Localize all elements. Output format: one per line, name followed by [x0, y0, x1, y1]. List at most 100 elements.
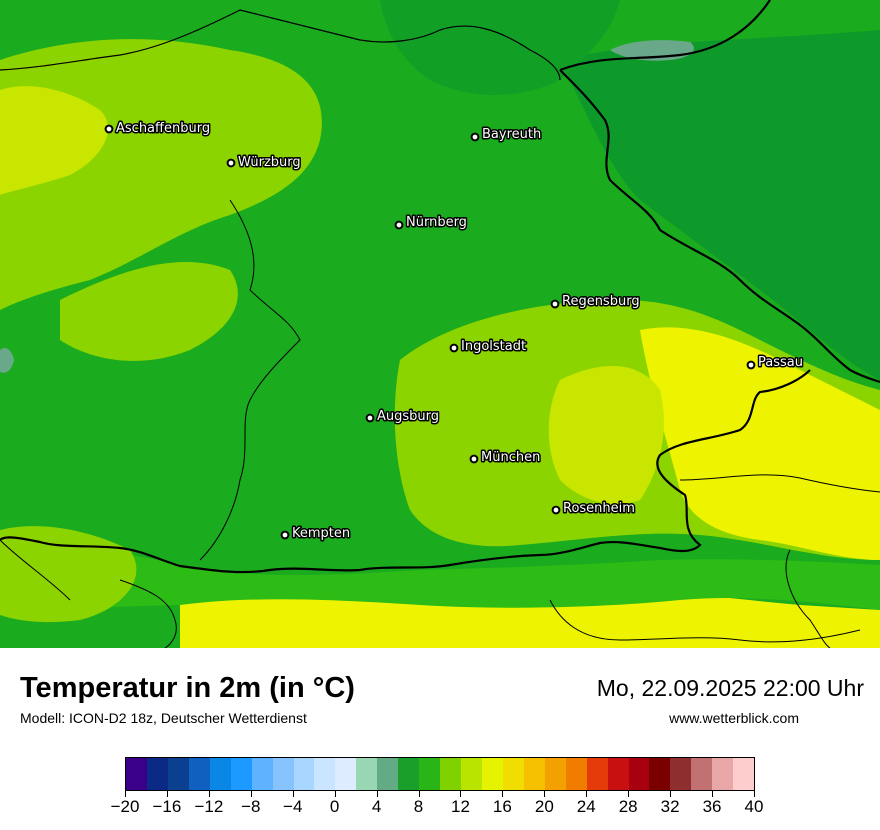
scale-tick [125, 791, 126, 797]
city-marker [469, 454, 479, 464]
scale-swatch [209, 758, 231, 790]
scale-tick [250, 791, 252, 797]
map-footer: Temperatur in 2m (in °C) Modell: ICON-D2… [0, 648, 880, 830]
scale-swatch [356, 758, 378, 790]
region-southwest-light [0, 526, 137, 623]
city-aschaffenburg: Aschaffenburg [104, 120, 212, 138]
city-passau: Passau [746, 354, 804, 372]
scale-tick [712, 791, 714, 797]
city-label: Bayreuth [482, 127, 541, 142]
city-marker [280, 530, 290, 540]
scale-tick-label: 36 [702, 797, 722, 816]
weather-map: Aschaffenburg Würzburg Bayreuth Nürnberg… [0, 0, 880, 648]
scale-tick [418, 791, 420, 797]
scale-tick-label: 28 [618, 797, 638, 816]
city-label: Aschaffenburg [116, 121, 210, 136]
city-marker [746, 360, 756, 370]
scale-swatch [502, 758, 524, 790]
scale-tick-label: 12 [450, 797, 470, 816]
scale-swatch [544, 758, 566, 790]
scale-tick [586, 791, 588, 797]
city-label: München [481, 450, 540, 465]
region-teal-west [0, 348, 14, 373]
scale-tick-label: 16 [492, 797, 512, 816]
city-marker [470, 132, 480, 142]
scale-swatch [481, 758, 503, 790]
scale-swatch [146, 758, 168, 790]
city-label: Kempten [292, 526, 350, 541]
scale-swatch [628, 758, 650, 790]
scale-swatch [565, 758, 587, 790]
scale-swatch [607, 758, 629, 790]
scale-swatch [377, 758, 399, 790]
scale-swatch [293, 758, 315, 790]
scale-tick [460, 791, 462, 797]
scale-tick-label: 8 [413, 797, 424, 816]
region-northeast-dark [560, 30, 880, 380]
city-bayreuth: Bayreuth [470, 126, 543, 144]
city-label: Augsburg [377, 409, 439, 424]
city-marker [394, 220, 404, 230]
scale-tick [208, 791, 210, 797]
region-alps-green [0, 550, 880, 610]
map-title: Temperatur in 2m (in °C) [20, 672, 355, 704]
scale-tick-label: 0 [329, 797, 340, 816]
scale-tick [670, 791, 672, 797]
scale-tick-label: −8 [241, 797, 261, 816]
scale-swatch [691, 758, 713, 790]
scale-swatch [712, 758, 734, 790]
border-czech [559, 69, 880, 384]
city-rosenheim: Rosenheim [551, 500, 636, 518]
color-scale-bar [125, 757, 755, 791]
scale-tick-label: −20 [110, 797, 140, 816]
border-czech-north [559, 0, 771, 72]
scale-swatch [649, 758, 671, 790]
scale-tick-label: 32 [660, 797, 680, 816]
city-label: Passau [758, 355, 803, 370]
color-scale-ticks: −20 −16 −12 −8 −4 0 4 8 12 16 20 24 28 32 36 40 [111, 791, 763, 821]
scale-swatch [733, 758, 755, 790]
model-source: Modell: ICON-D2 18z, Deutscher Wetterdie… [20, 710, 307, 726]
city-kempten: Kempten [280, 525, 352, 543]
city-nuernberg: Nürnberg [394, 214, 468, 232]
city-marker [449, 343, 459, 353]
scale-tick [754, 791, 755, 797]
scale-swatch [314, 758, 336, 790]
scale-swatch [126, 758, 147, 790]
city-marker [551, 505, 561, 515]
scale-tick [292, 791, 294, 797]
scale-swatch [398, 758, 420, 790]
city-marker [226, 158, 236, 168]
scale-swatch [251, 758, 273, 790]
scale-swatch [523, 758, 545, 790]
scale-tick-label: 24 [576, 797, 596, 816]
scale-tick-label: −12 [194, 797, 224, 816]
border-state-west [199, 199, 301, 561]
city-muenchen: München [469, 449, 542, 467]
city-label: Rosenheim [563, 501, 635, 516]
scale-swatch [167, 758, 189, 790]
scale-swatch [461, 758, 482, 790]
region-northwest-yellow [0, 86, 109, 195]
forecast-datetime: Mo, 22.09.2025 22:00 Uhr [596, 675, 864, 701]
scale-swatch [335, 758, 357, 790]
website-link[interactable]: www.wetterblick.com [669, 710, 799, 726]
border-austria [0, 369, 811, 574]
scale-swatch [272, 758, 294, 790]
scale-tick-label: 20 [534, 797, 554, 816]
scale-swatch [230, 758, 252, 790]
city-regensburg: Regensburg [550, 293, 641, 311]
city-marker [550, 299, 560, 309]
region-west-light [60, 261, 238, 361]
border-alps-south [549, 599, 861, 643]
scale-swatch [419, 758, 441, 790]
scale-tick [628, 791, 630, 797]
scale-tick [544, 791, 546, 797]
scale-tick-label: 4 [371, 797, 382, 816]
scale-tick-label: −4 [283, 797, 303, 816]
border-north [0, 9, 561, 81]
border-southwest-switzerland [0, 539, 177, 648]
scale-tick-label: 40 [744, 797, 764, 816]
scale-tick-label: −16 [152, 797, 182, 816]
city-ingolstadt: Ingolstadt [449, 338, 528, 356]
